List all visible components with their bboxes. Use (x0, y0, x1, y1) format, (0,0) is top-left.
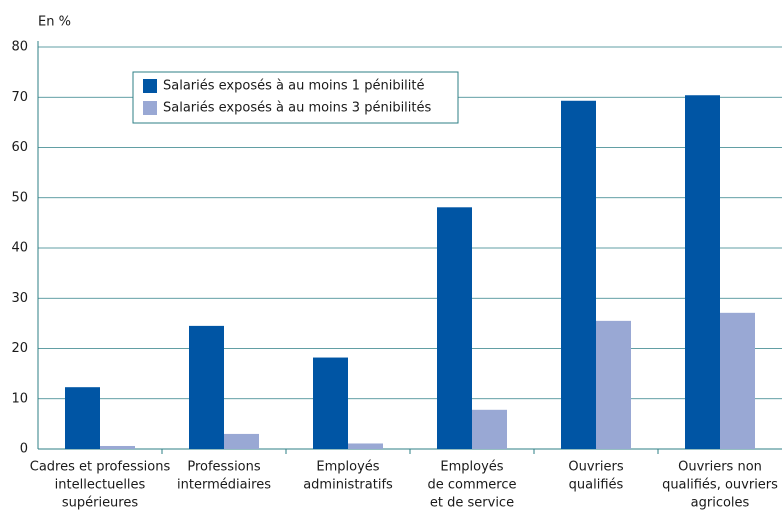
bar (437, 207, 472, 449)
x-tick-label: Employés (440, 460, 503, 475)
legend-swatch (143, 79, 157, 93)
y-tick-label: 50 (11, 190, 28, 205)
x-tick-label: intermédiaires (177, 478, 271, 493)
bar (685, 95, 720, 450)
legend-label: Salariés exposés à au moins 1 pénibilité (163, 79, 425, 94)
y-tick-label: 60 (11, 140, 28, 155)
x-tick-label: qualifiés, ouvriers (662, 478, 778, 493)
y-tick-label: 20 (11, 341, 28, 356)
bar (472, 409, 507, 449)
x-tick-label: supérieures (62, 496, 139, 511)
y-tick-label: 40 (11, 241, 28, 256)
x-tick-label: Ouvriers (568, 460, 623, 475)
bar (224, 433, 259, 449)
y-tick-label: 80 (11, 40, 28, 55)
y-tick-label: 70 (11, 90, 28, 105)
legend-swatch (143, 101, 157, 115)
x-tick-label: Employés (316, 460, 379, 475)
bar (189, 325, 224, 449)
x-tick-label: de commerce (427, 478, 516, 493)
y-tick-label: 0 (20, 442, 28, 457)
legend-label: Salariés exposés à au moins 3 pénibilité… (163, 101, 431, 116)
x-tick-label: Professions (187, 460, 261, 475)
x-tick-label: Cadres et professions (30, 460, 171, 475)
bar (348, 443, 383, 449)
y-tick-label: 10 (11, 391, 28, 406)
bar (596, 320, 631, 449)
bar (65, 387, 100, 449)
x-tick-label: et de service (430, 496, 514, 511)
y-axis-label: En % (38, 15, 71, 30)
x-tick-label: intellectuelles (55, 478, 146, 493)
bar (561, 100, 596, 449)
legend-box (132, 71, 459, 124)
bar (100, 445, 135, 449)
bar (720, 312, 755, 449)
x-tick-label: agricoles (691, 496, 750, 511)
y-tick-label: 30 (11, 291, 28, 306)
x-tick-label: Ouvriers non (678, 460, 762, 475)
x-tick-label: qualifiés (569, 478, 624, 493)
bar (313, 357, 348, 449)
x-tick-label: administratifs (303, 478, 393, 493)
